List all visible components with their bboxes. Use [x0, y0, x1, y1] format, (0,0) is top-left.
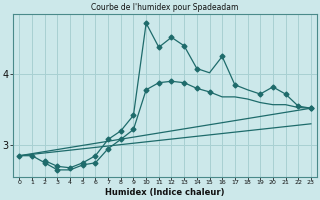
Title: Courbe de l'humidex pour Spadeadam: Courbe de l'humidex pour Spadeadam	[92, 3, 239, 12]
X-axis label: Humidex (Indice chaleur): Humidex (Indice chaleur)	[105, 188, 225, 197]
